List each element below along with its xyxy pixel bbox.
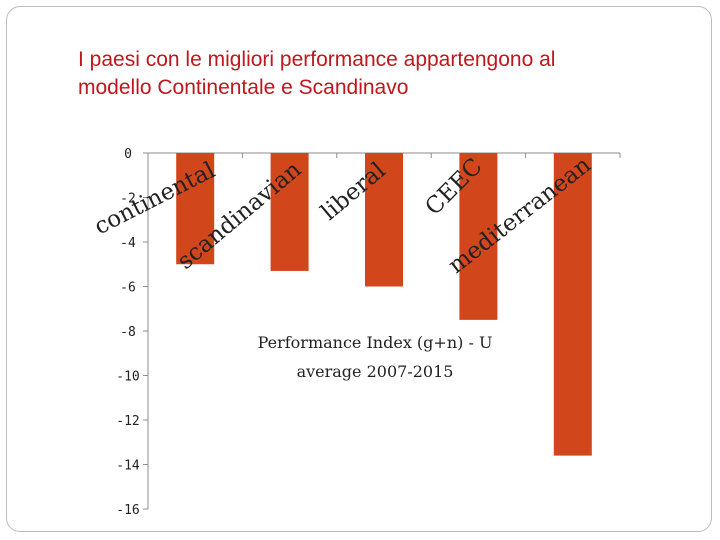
y-tick-label: -12 <box>116 414 139 429</box>
chart-annotation-line-1: Performance Index (g+n) - U <box>258 333 493 352</box>
y-tick-label: -4 <box>120 236 136 251</box>
bar-mediterranean <box>553 153 592 456</box>
bar-liberal <box>365 153 403 287</box>
slide-title: I paesi con le migliori performance appa… <box>78 46 678 102</box>
y-tick-label: -8 <box>120 325 136 340</box>
y-tick-label: -10 <box>116 370 139 385</box>
bar-CEEC <box>459 153 498 320</box>
slide-title-line-1: I paesi con le migliori performance appa… <box>78 48 556 71</box>
slide-title-line-2: modello Continentale e Scandinavo <box>78 76 409 99</box>
y-tick-label: 0 <box>124 147 132 162</box>
slide-frame <box>6 6 712 532</box>
bar-scandinavian <box>270 153 309 271</box>
chart-annotation-line-2: average 2007-2015 <box>297 362 454 381</box>
y-tick-label: -14 <box>116 459 140 474</box>
y-tick-label: -16 <box>116 503 139 518</box>
y-tick-label: -2 <box>120 192 136 207</box>
axis-layer: 0 -2 -4 -6 -8 -10 -12 -14 -16 <box>116 147 621 518</box>
bar-continental <box>176 153 215 265</box>
bar-layer <box>176 153 592 456</box>
y-tick-label: -6 <box>120 281 136 296</box>
